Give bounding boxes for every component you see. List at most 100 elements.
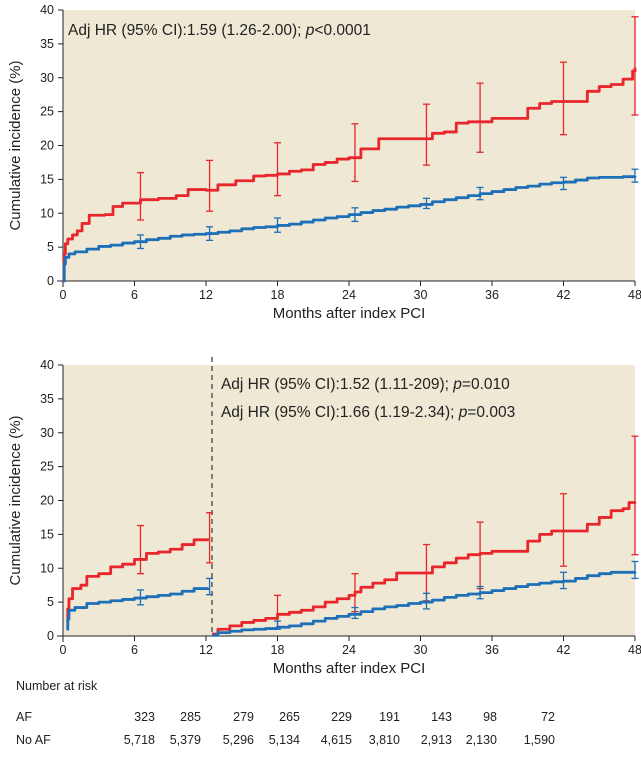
y-tick-label: 0 xyxy=(47,274,54,288)
af-error-bar xyxy=(631,16,639,116)
no-af-error-bar xyxy=(560,571,567,590)
y-tick-label: 30 xyxy=(40,426,54,440)
risk-cell-af: 279 xyxy=(233,710,254,724)
no-af-error-bar xyxy=(351,606,359,620)
af-error-bar xyxy=(560,493,567,567)
no-af-error-bar xyxy=(422,197,430,210)
y-tick-label: 15 xyxy=(40,172,54,186)
x-tick-label: 12 xyxy=(199,288,213,302)
x-tick-label: 36 xyxy=(485,643,499,657)
y-tick-label: 35 xyxy=(40,37,54,51)
x-tick-label: 6 xyxy=(131,288,138,302)
risk-table-title: Number at risk xyxy=(16,679,98,693)
top-annotation-hr: Adj HR (95% CI):1.59 (1.26-2.00); p<0.00… xyxy=(68,22,371,39)
no-af-error-bar xyxy=(206,577,214,596)
no-af-error-bar xyxy=(476,186,484,201)
af-error-bar xyxy=(560,61,567,136)
no-af-curve xyxy=(66,587,210,631)
bottom-series xyxy=(66,435,639,637)
af-error-bar xyxy=(476,82,484,153)
x-tick-label: 24 xyxy=(342,288,356,302)
y-tick-label: 40 xyxy=(40,3,54,17)
risk-cell-af: 285 xyxy=(180,710,201,724)
risk-cell-no-af: 5,379 xyxy=(170,733,201,747)
no-af-error-bar xyxy=(476,585,484,600)
y-tick-label: 25 xyxy=(40,105,54,119)
af-curve xyxy=(66,538,210,624)
risk-cell-no-af: 2,913 xyxy=(421,733,452,747)
af-error-bar xyxy=(136,524,144,575)
no-af-error-bar xyxy=(136,234,144,250)
y-tick-label: 20 xyxy=(40,139,54,153)
no-af-error-bar xyxy=(206,226,214,242)
risk-cell-no-af: 5,134 xyxy=(269,733,300,747)
af-error-bar xyxy=(136,171,144,221)
no-af-error-bar xyxy=(136,589,144,606)
no-af-error-bar xyxy=(631,560,639,580)
y-tick-label: 10 xyxy=(40,206,54,220)
x-tick-label: 42 xyxy=(557,288,571,302)
no-af-curve xyxy=(62,175,637,283)
x-tick-label: 42 xyxy=(557,643,571,657)
risk-row-label-af: AF xyxy=(16,710,32,724)
x-tick-label: 18 xyxy=(271,643,285,657)
no-af-error-bar xyxy=(274,620,281,630)
x-tick-label: 0 xyxy=(60,288,67,302)
x-tick-label: 48 xyxy=(628,643,641,657)
no-af-error-bar xyxy=(560,176,567,191)
x-tick-label: 18 xyxy=(271,288,285,302)
top-axes: 0 5 10 15 20 25 30 35 40 0 6 12 18 24 30 36 42 48 xyxy=(40,3,641,302)
x-tick-label: 36 xyxy=(485,288,499,302)
y-tick-label: 30 xyxy=(40,71,54,85)
af-error-bar xyxy=(631,435,639,556)
risk-cell-af: 143 xyxy=(431,710,452,724)
af-error-bar xyxy=(206,512,214,564)
y-tick-label: 25 xyxy=(40,460,54,474)
no-af-error-bar xyxy=(351,207,359,223)
risk-cell-af: 265 xyxy=(279,710,300,724)
risk-cell-af: 72 xyxy=(541,710,555,724)
bottom-annotation-hr-2: Adj HR (95% CI):1.66 (1.19-2.34); p=0.00… xyxy=(221,404,515,421)
y-tick-label: 35 xyxy=(40,392,54,406)
top-plot-area xyxy=(63,10,635,281)
x-tick-label: 6 xyxy=(131,643,138,657)
top-x-axis-title: Months after index PCI xyxy=(273,305,426,322)
x-tick-label: 24 xyxy=(342,643,356,657)
risk-cell-no-af: 3,810 xyxy=(369,733,400,747)
risk-cell-af: 191 xyxy=(379,710,400,724)
risk-row-label-no-af: No AF xyxy=(16,733,51,747)
bottom-axes: 0 5 10 15 20 25 30 35 40 0 6 12 18 24 30 36 42 48 xyxy=(40,358,641,657)
y-tick-label: 5 xyxy=(47,240,54,254)
risk-cell-no-af: 1,590 xyxy=(524,733,555,747)
bottom-annotation-hr-1: Adj HR (95% CI):1.52 (1.11-209); p=0.010 xyxy=(221,376,510,393)
y-tick-label: 40 xyxy=(40,358,54,372)
no-af-error-bar xyxy=(422,592,430,610)
risk-cell-no-af: 5,718 xyxy=(124,733,155,747)
y-tick-label: 0 xyxy=(47,629,54,643)
risk-table-cells: 323 285 279 265 229 191 143 98 72 5,718 5,379 5,296… xyxy=(124,710,555,747)
risk-cell-af: 323 xyxy=(134,710,155,724)
af-error-bar xyxy=(351,123,359,183)
af-error-bar xyxy=(422,103,430,166)
number-at-risk-table: Number at risk AF No AF 323 285 279 265 229 1… xyxy=(16,679,555,747)
bottom-panel: 0 5 10 15 20 25 30 35 40 0 6 12 18 24 30 36 42 48 Adj HR … xyxy=(7,357,641,677)
x-tick-label: 0 xyxy=(60,643,67,657)
x-tick-label: 12 xyxy=(199,643,213,657)
no-af-error-bar xyxy=(274,217,281,233)
y-tick-label: 15 xyxy=(40,527,54,541)
risk-cell-no-af: 4,615 xyxy=(321,733,352,747)
risk-cell-af: 229 xyxy=(331,710,352,724)
bottom-plot-area xyxy=(63,365,635,636)
x-tick-label: 30 xyxy=(414,288,428,302)
risk-cell-no-af: 5,296 xyxy=(223,733,254,747)
top-panel: 0 5 10 15 20 25 30 35 40 0 6 12 18 24 30 36 42 48 Adj HR … xyxy=(7,3,641,322)
x-tick-label: 30 xyxy=(414,643,428,657)
bottom-y-axis-title: Cumulative incidence (%) xyxy=(7,415,24,585)
risk-cell-af: 98 xyxy=(483,710,497,724)
risk-cell-no-af: 2,130 xyxy=(466,733,497,747)
af-error-bar xyxy=(274,142,281,197)
bottom-x-axis-title: Months after index PCI xyxy=(273,660,426,677)
y-tick-label: 5 xyxy=(47,595,54,609)
y-tick-label: 20 xyxy=(40,494,54,508)
